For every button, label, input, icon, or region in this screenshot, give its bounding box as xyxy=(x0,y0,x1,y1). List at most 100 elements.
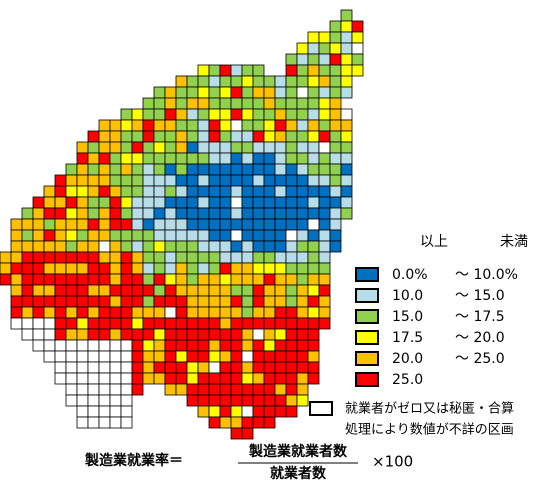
map-cell xyxy=(285,108,298,121)
map-cell xyxy=(208,372,221,385)
map-cell xyxy=(263,119,276,132)
map-cell xyxy=(307,218,320,231)
map-cell xyxy=(98,416,111,429)
map-cell xyxy=(76,372,89,385)
map-cell xyxy=(241,394,254,407)
map-cell xyxy=(252,185,265,198)
map-cell xyxy=(285,185,298,198)
map-cell xyxy=(120,174,133,187)
map-cell xyxy=(219,75,232,88)
map-cell xyxy=(219,317,232,330)
map-cell xyxy=(274,317,287,330)
map-cell xyxy=(197,229,210,242)
map-cell xyxy=(230,394,243,407)
map-cell xyxy=(120,251,133,264)
map-cell xyxy=(186,130,199,143)
map-cell xyxy=(76,185,89,198)
map-cell xyxy=(219,141,232,154)
map-cell xyxy=(32,306,45,319)
map-cell xyxy=(230,328,243,341)
map-cell xyxy=(263,174,276,187)
map-cell xyxy=(252,240,265,253)
map-cell xyxy=(65,350,78,363)
formula-lhs: 製造業就業率＝ xyxy=(84,452,183,469)
map-cell xyxy=(197,339,210,352)
map-cell xyxy=(32,317,45,330)
map-cell xyxy=(109,306,122,319)
map-cell xyxy=(230,372,243,385)
map-cell xyxy=(109,185,122,198)
map-cell xyxy=(109,174,122,187)
map-cell xyxy=(76,251,89,264)
map-cell xyxy=(43,317,56,330)
map-cell xyxy=(109,350,122,363)
map-cell xyxy=(230,240,243,253)
map-cell xyxy=(87,273,100,286)
map-cell xyxy=(142,174,155,187)
map-cell xyxy=(120,218,133,231)
map-cell xyxy=(208,229,221,242)
map-cell xyxy=(219,328,232,341)
map-cell xyxy=(153,130,166,143)
map-cell xyxy=(175,86,188,99)
map-cell xyxy=(175,196,188,209)
map-cell xyxy=(98,328,111,341)
map-cell xyxy=(329,141,342,154)
map-cell xyxy=(307,130,320,143)
map-cell xyxy=(175,328,188,341)
map-cell xyxy=(274,339,287,352)
legend-to: ～ 15.0 xyxy=(455,288,505,304)
map-cell xyxy=(43,339,56,352)
map-cell xyxy=(10,251,23,264)
map-cell xyxy=(54,295,67,308)
map-cell xyxy=(109,328,122,341)
map-cell xyxy=(285,152,298,165)
map-cell xyxy=(263,163,276,176)
map-cell xyxy=(76,328,89,341)
map-cell xyxy=(87,185,100,198)
map-cell xyxy=(285,75,298,88)
map-cell xyxy=(274,284,287,297)
map-cell xyxy=(175,75,188,88)
map-cell xyxy=(208,284,221,297)
map-cell xyxy=(142,130,155,143)
map-cell xyxy=(109,207,122,220)
map-cell xyxy=(109,152,122,165)
legend-from: 0.0% xyxy=(392,267,428,283)
map-cell xyxy=(21,207,34,220)
map-cell xyxy=(109,394,122,407)
map-cell xyxy=(241,185,254,198)
map-cell xyxy=(274,97,287,110)
map-cell xyxy=(131,328,144,341)
map-cell xyxy=(43,251,56,264)
map-cell xyxy=(340,86,353,99)
map-cell xyxy=(65,240,78,253)
map-cell xyxy=(120,130,133,143)
map-cell xyxy=(208,262,221,275)
map-cell xyxy=(98,130,111,143)
map-cell xyxy=(197,284,210,297)
legend: 0.0% ～ 10.0% 10.0 ～ 15.0 15.0 ～ 17.5 17.5 ～ 20.… xyxy=(355,267,518,388)
map-cell xyxy=(164,251,177,264)
map-cell xyxy=(263,262,276,275)
map-cell xyxy=(296,86,309,99)
map-cell xyxy=(307,174,320,187)
map-cell xyxy=(241,405,254,418)
map-cell xyxy=(340,31,353,44)
map-cell xyxy=(263,273,276,286)
map-cell xyxy=(54,218,67,231)
map-cell xyxy=(142,97,155,110)
map-cell xyxy=(285,119,298,132)
map-cell xyxy=(65,273,78,286)
map-cell xyxy=(296,218,309,231)
map-cell xyxy=(98,372,111,385)
map-cell xyxy=(175,317,188,330)
legend-from: 17.5 xyxy=(392,330,423,346)
map-cell xyxy=(76,339,89,352)
map-cell xyxy=(10,273,23,286)
formula-denominator: 就業者数 xyxy=(270,465,327,482)
map-cell xyxy=(10,306,23,319)
map-cell xyxy=(318,262,331,275)
map-cell xyxy=(208,405,221,418)
